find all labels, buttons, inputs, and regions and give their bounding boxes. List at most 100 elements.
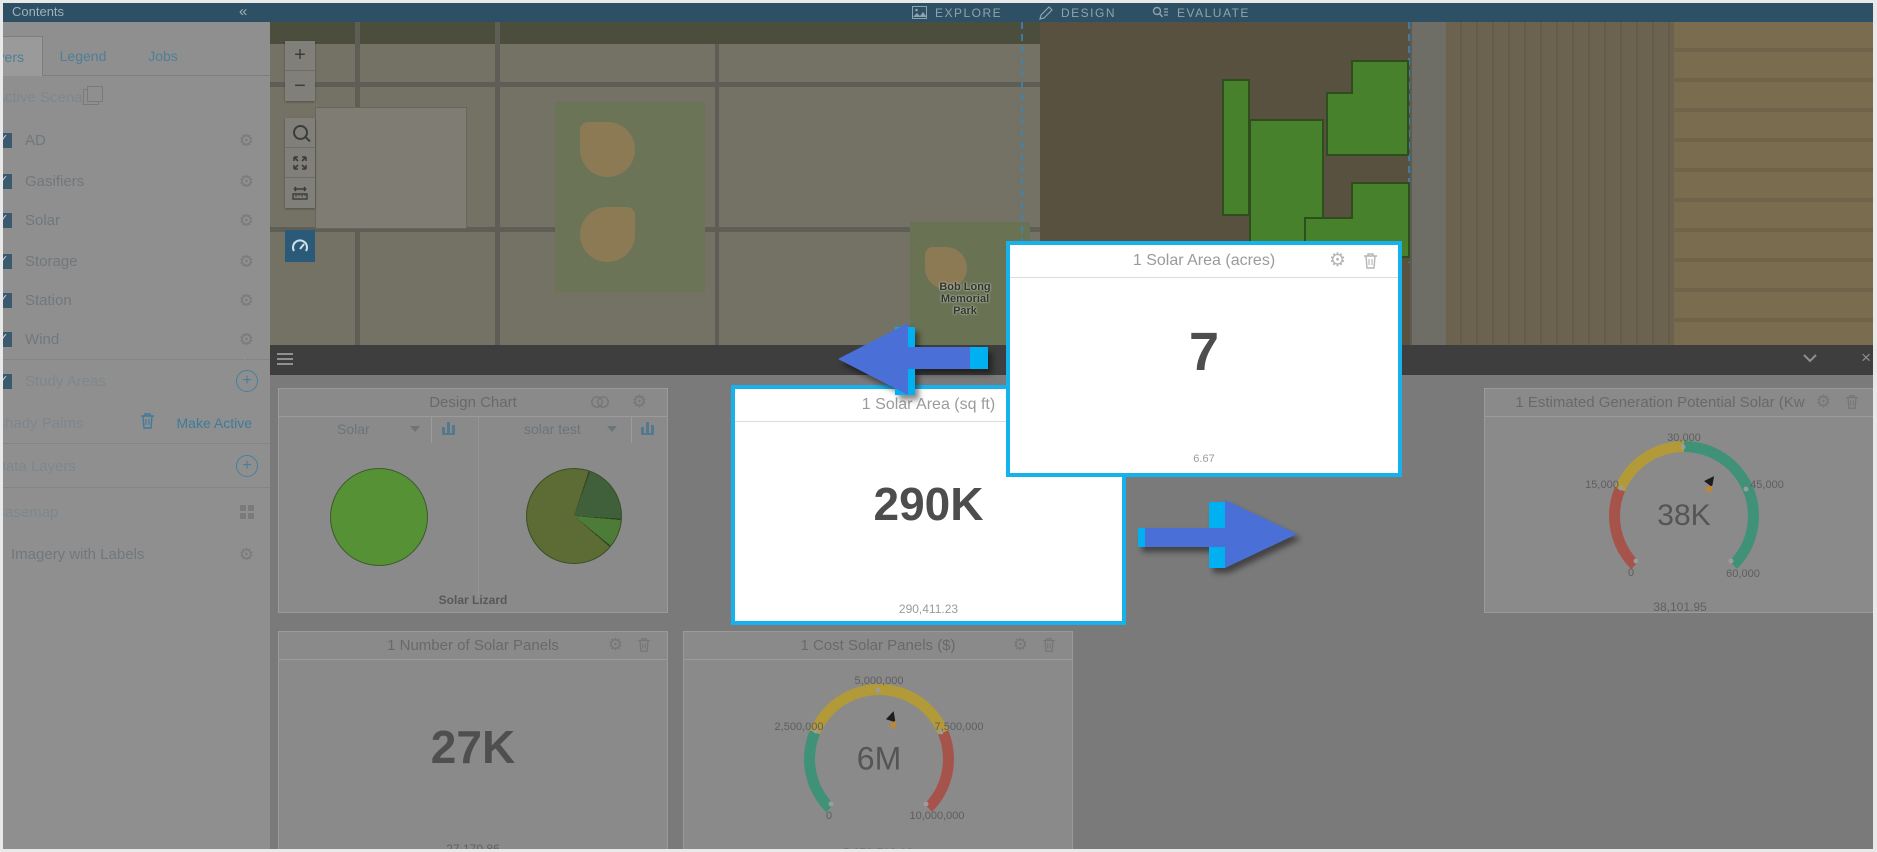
layer-label: AD (25, 131, 46, 149)
layer-settings-gear-icon[interactable]: ⚙ (238, 210, 254, 230)
layer-settings-gear-icon[interactable]: ⚙ (238, 290, 254, 310)
card-delete-trash-icon[interactable] (1363, 252, 1378, 270)
tab-jobs[interactable]: Jobs (123, 36, 203, 76)
gauge-tick-label: 2,500,000 (774, 721, 824, 733)
chart-layer-dropdown[interactable]: Solar (337, 421, 420, 437)
map-road (715, 44, 719, 345)
layer-checkbox[interactable] (3, 132, 12, 148)
basemap-header: Basemap (3, 501, 270, 523)
design-chart-panel: Design Chart ⚙ Solar solar test Solar Li… (278, 388, 668, 613)
chart-scenario-dropdown[interactable]: solar test (524, 421, 617, 437)
active-scenario-header: Active Scenario (3, 86, 270, 108)
dashboard-restore-icon[interactable] (244, 351, 246, 370)
layer-checkbox[interactable] (3, 253, 12, 269)
layer-settings-gear-icon[interactable]: ⚙ (238, 171, 254, 191)
gauge-tick-label: 0 (825, 810, 833, 822)
gauge-tick-label: 10,000,000 (909, 810, 965, 822)
dashboard-close-icon[interactable]: × (1861, 348, 1871, 367)
layer-settings-gear-icon[interactable]: ⚙ (238, 251, 254, 271)
gauge-inner (1620, 452, 1748, 580)
layer-checkbox[interactable] (3, 173, 12, 189)
map-ballfield (580, 207, 635, 262)
map-road (270, 82, 1040, 87)
tab-legend[interactable]: Legend (43, 36, 123, 76)
cost-panels-value: 6M (856, 740, 902, 777)
divider (631, 417, 632, 443)
tab-layers-label: Layers (3, 48, 25, 65)
sidebar-tabs: Layers Legend Jobs (3, 22, 270, 76)
card-settings-gear-icon[interactable]: ⚙ (1328, 250, 1346, 271)
solar-polygon (1222, 79, 1250, 216)
map-ballfield (925, 247, 967, 289)
map-tools-toolbar (285, 118, 315, 208)
dashboard-toggle-button[interactable] (285, 230, 315, 262)
layer-checkbox[interactable] (3, 373, 12, 389)
num-panels-header: 1 Number of Solar Panels ⚙ (279, 632, 667, 660)
map-extent-button[interactable] (285, 148, 315, 178)
tab-layers[interactable]: Layers (3, 36, 43, 76)
layer-settings-gear-icon[interactable]: ⚙ (238, 130, 254, 150)
solar-acres-sub-value: 6.67 (1193, 453, 1215, 465)
cost-panels-panel: 1 Cost Solar Panels ($) ⚙ 5,000,000 2,50… (683, 631, 1073, 849)
chart-type-icon[interactable] (591, 395, 609, 414)
map-search-button[interactable] (285, 118, 315, 148)
contents-sidebar: Layers Legend Jobs Active Scenario AD ⚙ … (3, 22, 270, 849)
add-study-area-button[interactable]: + (236, 370, 258, 392)
collapse-sidebar-icon[interactable]: « (239, 3, 248, 20)
gauge-tick-label: 0 (1627, 567, 1635, 579)
basemap-settings-gear-icon[interactable]: ⚙ (238, 544, 254, 564)
gauge-tick-label: 60,000 (1726, 568, 1760, 580)
layer-checkbox[interactable] (3, 212, 12, 228)
dashboard-menu-icon[interactable] (277, 353, 293, 368)
panel-delete-trash-icon[interactable] (637, 637, 651, 653)
layer-checkbox[interactable] (3, 331, 12, 347)
layer-label: Solar (25, 211, 61, 229)
nav-design[interactable]: DESIGN (1039, 3, 1116, 22)
gauge-tick-dot (1680, 444, 1686, 450)
evaluate-icon (1152, 6, 1168, 18)
bar-chart-toggle-icon[interactable] (442, 419, 455, 435)
tab-jobs-label: Jobs (148, 48, 178, 64)
nav-evaluate[interactable]: EVALUATE (1152, 3, 1250, 22)
map-label-park: Bob Long Memorial Park (939, 281, 991, 317)
nav-explore-label: EXPLORE (935, 5, 1003, 20)
scenario-copy-icon[interactable] (83, 86, 104, 105)
panel-delete-trash-icon[interactable] (1845, 394, 1859, 410)
solar-acres-card: 1 Solar Area (acres) ⚙ 7 6.67 (1006, 241, 1402, 477)
map-zoom-toolbar: + − (285, 41, 315, 101)
panel-delete-trash-icon[interactable] (1042, 637, 1056, 653)
bar-chart-toggle-icon[interactable] (641, 419, 654, 435)
zoom-out-button[interactable]: − (285, 71, 315, 101)
right-pointing-arrow (1138, 500, 1297, 568)
panel-settings-gear-icon[interactable]: ⚙ (1815, 392, 1831, 411)
design-chart-settings-gear-icon[interactable]: ⚙ (631, 392, 647, 411)
basemap-gallery-icon[interactable] (240, 505, 254, 519)
dashboard-collapse-chevron-icon[interactable] (1803, 351, 1817, 366)
make-active-link[interactable]: Make Active (176, 415, 252, 431)
zoom-in-button[interactable]: + (285, 41, 315, 71)
map-road (495, 22, 500, 345)
gauge-icon (292, 239, 308, 252)
panel-settings-gear-icon[interactable]: ⚙ (607, 635, 623, 654)
zoom-out-icon: − (294, 74, 306, 97)
map-measure-button[interactable] (285, 178, 315, 208)
layer-row-storage: Storage ⚙ (3, 250, 270, 272)
cost-panels-title: 1 Cost Solar Panels ($) (800, 637, 956, 654)
design-chart-header: Design Chart ⚙ (279, 389, 667, 417)
nav-explore[interactable]: EXPLORE (912, 3, 1002, 22)
solar-acres-header: 1 Solar Area (acres) ⚙ (1010, 245, 1398, 278)
add-data-layer-button[interactable]: + (236, 455, 258, 477)
delete-scenario-trash-icon[interactable] (140, 412, 155, 430)
layer-settings-gear-icon[interactable]: ⚙ (238, 329, 254, 349)
gauge-tick-dot (1633, 558, 1639, 564)
contents-panel-title: Contents (12, 4, 65, 19)
cost-panels-gauge (804, 684, 954, 834)
basemap-item-row: Imagery with Labels ⚙ (3, 543, 270, 565)
divider (3, 359, 270, 360)
layer-row-gasifiers: Gasifiers ⚙ (3, 170, 270, 192)
layer-checkbox[interactable] (3, 292, 12, 308)
scenario-row: Shady Palms Make Active (3, 412, 270, 434)
solar-polygon (1326, 60, 1409, 156)
panel-settings-gear-icon[interactable]: ⚙ (1012, 635, 1028, 654)
est-generation-sub-value: 38,101.95 (1653, 600, 1707, 614)
